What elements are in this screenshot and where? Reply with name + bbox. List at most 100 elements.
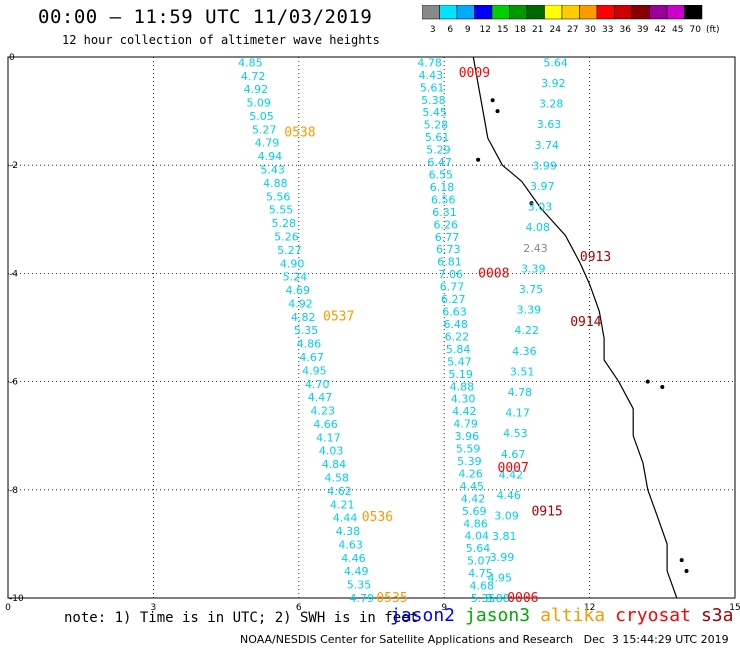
coastline bbox=[472, 56, 678, 599]
wave-height-value: 4.46 bbox=[341, 552, 366, 565]
wave-height-value: 3.96 bbox=[455, 430, 480, 443]
wave-height-value: 4.85 bbox=[238, 56, 263, 69]
wave-height-value: 4.82 bbox=[291, 311, 316, 324]
wave-height-value: 4.79 bbox=[350, 592, 375, 605]
wave-height-value: 4.46 bbox=[496, 489, 521, 502]
wave-height-value: 4.08 bbox=[526, 221, 551, 234]
wave-height-value: 4.69 bbox=[285, 284, 310, 297]
wave-height-value: 5.45 bbox=[422, 106, 447, 119]
scale-label: 3 bbox=[430, 25, 436, 35]
scale-label: 9 bbox=[465, 25, 471, 35]
wave-height-value: 6.47 bbox=[427, 156, 452, 169]
wave-height-value: 6.31 bbox=[432, 206, 457, 219]
wave-height-value: 6.26 bbox=[434, 218, 459, 231]
wave-height-value: 4.42 bbox=[499, 468, 524, 481]
wave-height-value: 4.30 bbox=[451, 393, 476, 406]
wave-height-value: 5.39 bbox=[457, 455, 482, 468]
wave-height-value: 4.04 bbox=[465, 530, 490, 543]
wave-height-value: 4.95 bbox=[302, 364, 327, 377]
wave-height-value: 4.38 bbox=[336, 525, 361, 538]
wave-height-value: 5.26 bbox=[274, 230, 299, 243]
wave-height-value: 4.84 bbox=[322, 458, 347, 471]
pass-time-label: 0008 bbox=[478, 266, 509, 281]
wave-height-value: 4.67 bbox=[501, 448, 526, 461]
scale-label: 21 bbox=[532, 25, 543, 35]
wave-height-value: 4.94 bbox=[258, 150, 283, 163]
wave-height-value: 7.06 bbox=[438, 268, 463, 281]
y-tick-label: -10 bbox=[9, 594, 24, 604]
wave-height-value: 3.81 bbox=[492, 530, 517, 543]
wave-height-value: 4.67 bbox=[299, 351, 324, 364]
wave-height-value: 5.05 bbox=[249, 110, 274, 123]
wave-height-value: 4.86 bbox=[463, 517, 488, 530]
wave-height-value: 4.17 bbox=[316, 431, 341, 444]
chart-title: 00:00 — 11:59 UTC 11/03/2019 bbox=[38, 6, 373, 28]
scale-label: 15 bbox=[497, 25, 508, 35]
wave-height-value: 4.23 bbox=[311, 405, 336, 418]
wave-height-value: 5.38 bbox=[421, 94, 446, 107]
wave-height-value: 4.03 bbox=[319, 445, 344, 458]
island bbox=[529, 201, 534, 206]
wave-height-value: 3.92 bbox=[541, 77, 566, 90]
legend-s3a: s3a bbox=[700, 605, 734, 626]
color-scale-legend: 3 6 9 12 15 18 21 24 27 30 33 36 39 42 45 70 (ft) bbox=[422, 5, 720, 35]
wave-height-value: 4.68 bbox=[469, 580, 494, 593]
wave-height-value: 4.53 bbox=[503, 427, 528, 440]
y-tick-label: -2 bbox=[9, 161, 18, 171]
scale-label: 24 bbox=[550, 25, 562, 35]
scale-swatch bbox=[684, 5, 703, 20]
wave-height-value: 4.26 bbox=[458, 467, 483, 480]
wave-height-value: 4.78 bbox=[417, 56, 442, 69]
pass-time-label: 0915 bbox=[531, 504, 562, 519]
wave-height-value: 4.42 bbox=[461, 492, 486, 505]
wave-height-value: 4.79 bbox=[453, 418, 478, 431]
island bbox=[495, 109, 500, 114]
wave-height-value: 5.35 bbox=[347, 579, 372, 592]
y-tick-label: -4 bbox=[9, 269, 18, 279]
wave-height-value: 5.07 bbox=[467, 555, 492, 568]
wave-height-value: 4.75 bbox=[468, 567, 493, 580]
island bbox=[476, 157, 481, 162]
wave-height-value: 5.28 bbox=[272, 217, 297, 230]
wave-height-value: 5.35 bbox=[294, 324, 319, 337]
y-tick-label: -8 bbox=[9, 486, 18, 496]
scale-label: 39 bbox=[637, 25, 649, 35]
x-tick-label: 15 bbox=[729, 603, 740, 613]
x-tick-label: 6 bbox=[296, 603, 302, 613]
wave-height-value: 5.55 bbox=[269, 204, 294, 217]
island bbox=[684, 568, 689, 573]
wave-height-value: 4.47 bbox=[308, 391, 333, 404]
legend-cryosat: cryosat bbox=[615, 605, 691, 626]
wave-height-value: 5.64 bbox=[466, 542, 491, 555]
wave-height-value: 3.03 bbox=[528, 201, 553, 214]
wave-height-value: 3.97 bbox=[530, 180, 555, 193]
wave-height-value: 4.44 bbox=[333, 512, 358, 525]
wave-height-value: 5.09 bbox=[246, 97, 271, 110]
scale-label: 6 bbox=[447, 25, 453, 35]
scale-label: 18 bbox=[515, 25, 527, 35]
wave-height-value: 5.59 bbox=[456, 443, 481, 456]
wave-height-value: 4.49 bbox=[344, 565, 369, 578]
scale-label: 70 bbox=[690, 25, 702, 35]
wave-height-value: 6.55 bbox=[429, 169, 454, 182]
units-note: note: 1) Time is in UTC; 2) SWH is in fe… bbox=[64, 610, 419, 626]
pass-time-label: 0914 bbox=[570, 315, 601, 330]
wave-height-value: 4.90 bbox=[280, 257, 305, 270]
wave-height-value: 5.35 bbox=[471, 592, 496, 605]
pass-time-label: 0913 bbox=[580, 250, 611, 265]
wave-height-value: 4.22 bbox=[514, 324, 539, 337]
pass-time-label: 0538 bbox=[284, 126, 315, 141]
wave-height-value: 3.99 bbox=[532, 159, 557, 172]
scale-label: 27 bbox=[567, 25, 578, 35]
pass-time-label: 0009 bbox=[459, 66, 490, 81]
wave-height-value: 4.88 bbox=[263, 177, 288, 190]
legend-altika: altika bbox=[540, 605, 606, 626]
island bbox=[660, 385, 665, 390]
footer-credit: NOAA/NESDIS Center for Satellite Applica… bbox=[240, 633, 729, 646]
wave-height-value: 4.86 bbox=[297, 338, 322, 351]
wave-height-value: 4.78 bbox=[508, 386, 533, 399]
pass-time-label: 0535 bbox=[376, 591, 407, 606]
wave-height-value: 6.63 bbox=[442, 306, 467, 319]
wave-height-value: 3.39 bbox=[521, 262, 546, 275]
